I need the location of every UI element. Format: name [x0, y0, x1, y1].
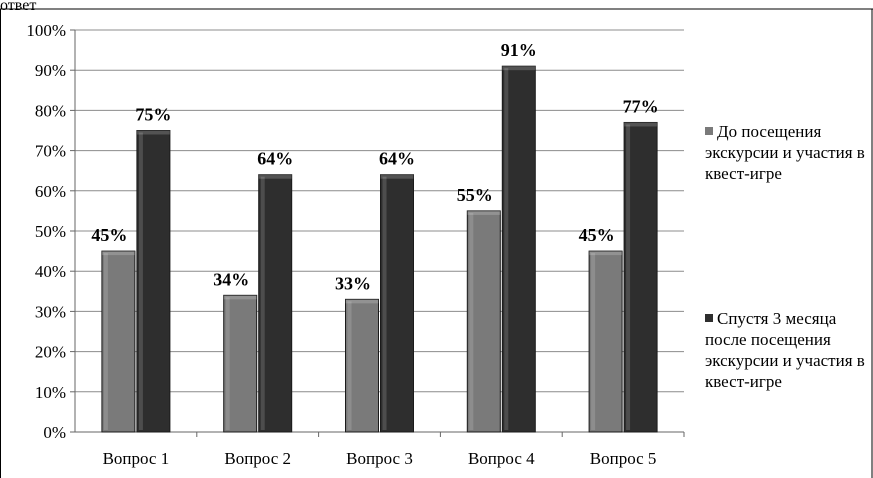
y-tick-label: 90% [35, 61, 66, 80]
data-label-after: 64% [257, 149, 293, 169]
bar-highlight [225, 297, 230, 430]
legend-entry-after: Спустя 3 месяца после посещения экскурси… [705, 308, 873, 392]
legend-label-before: До посещения экскурсии и участия в квест… [705, 122, 865, 183]
y-tick-label: 40% [35, 262, 66, 281]
bar-top-cap [589, 251, 623, 256]
data-label-after: 75% [135, 105, 171, 125]
bar-top-cap [258, 174, 292, 179]
top-caption: ответ [0, 0, 37, 14]
bar-before [223, 294, 258, 433]
bar-after [380, 174, 414, 433]
y-tick-label: 80% [35, 101, 66, 120]
y-tick-label: 20% [35, 343, 66, 362]
bar-highlight [138, 132, 143, 430]
data-label-before: 55% [457, 185, 493, 205]
bar-highlight [103, 253, 108, 430]
bar-top-cap [624, 122, 658, 127]
legend-entry-before: До посещения экскурсии и участия в квест… [705, 121, 873, 184]
y-tick-label: 50% [35, 222, 66, 241]
bar-highlight [591, 253, 596, 430]
bar-after [501, 65, 536, 433]
bar-top-cap [345, 299, 379, 304]
x-category-label: Вопрос 1 [103, 449, 170, 468]
y-tick-label: 0% [43, 423, 66, 442]
data-label-before: 45% [91, 225, 127, 245]
bar-top-cap [467, 210, 501, 215]
bar-highlight [347, 301, 352, 430]
data-label-after: 64% [379, 149, 415, 169]
y-tick-label: 70% [35, 142, 66, 161]
y-tick-label: 10% [35, 383, 66, 402]
bar-top-cap [502, 66, 536, 71]
x-category-label: Вопрос 3 [346, 449, 413, 468]
data-label-before: 45% [579, 225, 615, 245]
bar-top-cap [136, 130, 170, 135]
bar-before [345, 298, 379, 433]
bar-highlight [626, 124, 631, 431]
bar-highlight [260, 176, 265, 430]
bar-after [136, 130, 171, 433]
bar-top-cap [380, 174, 414, 179]
bar-top-cap [101, 251, 135, 256]
data-label-after: 91% [501, 40, 537, 60]
y-tick-label: 100% [26, 21, 66, 40]
bar-before [588, 250, 623, 433]
bar-top-cap [223, 295, 257, 300]
y-tick-label: 30% [35, 302, 66, 321]
data-label-after: 77% [623, 96, 659, 116]
bar-highlight [469, 212, 474, 430]
legend-swatch-after [705, 314, 713, 322]
data-label-before: 33% [335, 273, 371, 293]
bar-before [101, 250, 136, 433]
bar-after [258, 174, 293, 433]
x-category-label: Вопрос 5 [590, 449, 657, 468]
legend-label-after: Спустя 3 месяца после посещения экскурси… [705, 309, 865, 391]
x-category-label: Вопрос 2 [224, 449, 291, 468]
bar-after [623, 121, 658, 433]
data-label-before: 34% [213, 269, 249, 289]
bar-highlight [504, 68, 509, 431]
legend-swatch-before [705, 127, 713, 135]
bar-highlight [382, 176, 387, 430]
x-category-label: Вопрос 4 [468, 449, 535, 468]
bar-before [466, 210, 501, 433]
y-tick-label: 60% [35, 182, 66, 201]
